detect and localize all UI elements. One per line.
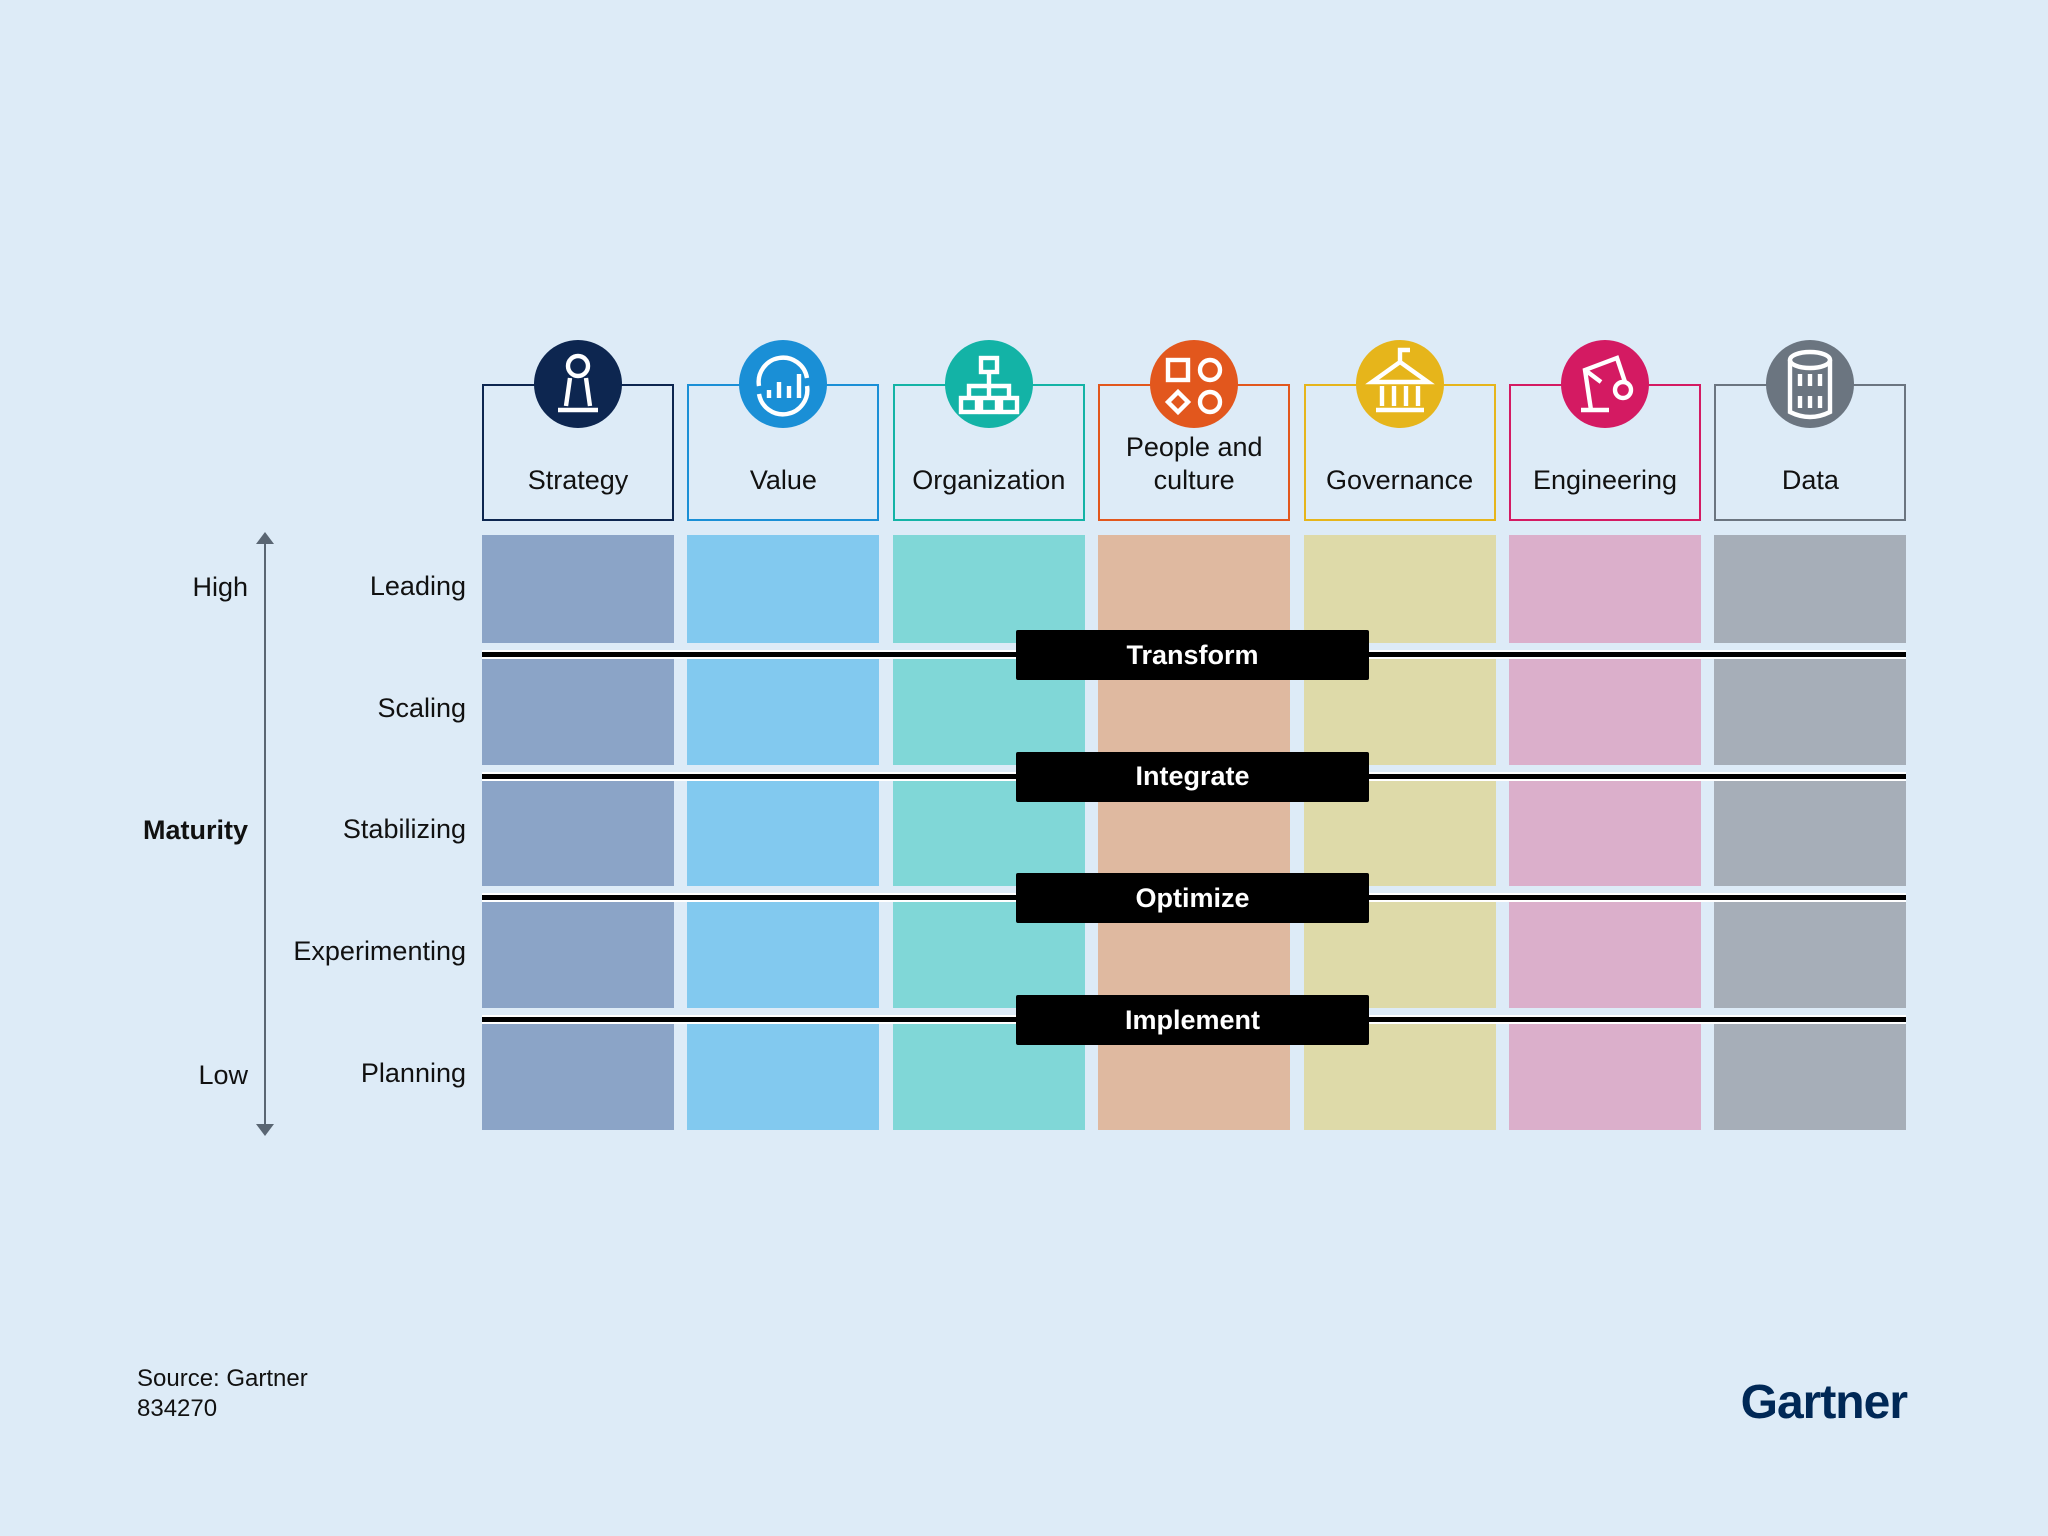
maturity-cell — [1509, 656, 1701, 765]
icon-glyph — [756, 355, 810, 417]
stage-label: Transform — [1016, 630, 1369, 680]
row-label: Stabilizing — [342, 814, 466, 845]
row-label: Leading — [369, 571, 466, 601]
maturity-cell — [482, 535, 674, 643]
source-text: Source: Gartner — [137, 1365, 308, 1392]
maturity-arrow — [256, 532, 274, 1136]
column-icon — [1150, 340, 1239, 428]
column-header: Organization — [892, 384, 1085, 521]
row-label: Planning — [360, 1057, 466, 1088]
icon-glyph — [1788, 349, 1833, 420]
row-label: Experimenting — [293, 936, 466, 967]
maturity-cell — [687, 778, 880, 887]
maturity-cell — [1509, 900, 1701, 1009]
maturity-cell — [482, 656, 674, 765]
row-label: Scaling — [377, 692, 466, 723]
maturity-cell — [1714, 900, 1907, 1009]
axis-low: Low — [198, 1060, 248, 1090]
source-id: 834270 — [137, 1395, 218, 1422]
maturity-cell — [1303, 535, 1496, 643]
axis-title: Maturity — [142, 815, 248, 845]
icon-glyph — [1364, 347, 1435, 413]
maturity-cell — [482, 778, 674, 887]
stage-label: Implement — [1016, 995, 1369, 1046]
column-icon — [739, 340, 828, 428]
stage-label: Optimize — [1016, 873, 1369, 924]
maturity-cell — [1509, 778, 1701, 887]
maturity-cell — [1098, 535, 1291, 643]
maturity-cell — [687, 535, 880, 643]
maturity-cell — [687, 1021, 880, 1130]
column-header: Strategy — [482, 384, 674, 521]
column-icon — [1766, 340, 1855, 428]
icon-glyph — [1165, 357, 1223, 416]
maturity-cell — [482, 900, 674, 1009]
icon-glyph — [1581, 355, 1634, 413]
maturity-cell — [482, 1021, 674, 1130]
column-icon — [944, 340, 1033, 428]
maturity-cell — [1714, 656, 1907, 765]
column-icon — [1561, 340, 1649, 428]
maturity-cell — [1714, 535, 1907, 643]
maturity-cell — [892, 535, 1085, 643]
maturity-cell — [687, 656, 880, 765]
maturity-cell — [1714, 778, 1907, 887]
maturity-cell — [1714, 1021, 1907, 1130]
maturity-cell — [1509, 535, 1701, 643]
source: Source: Gartner 834270 — [137, 1364, 308, 1424]
icon-glyph — [958, 355, 1019, 415]
column-icon — [1355, 340, 1444, 428]
logo: Gartner — [1740, 1376, 1908, 1429]
column-icon — [534, 340, 622, 428]
axis-high: High — [192, 572, 248, 602]
stage-label: Integrate — [1016, 751, 1369, 802]
maturity-cell — [687, 900, 880, 1009]
icon-glyph — [558, 353, 598, 413]
maturity-cell — [1509, 1021, 1701, 1130]
